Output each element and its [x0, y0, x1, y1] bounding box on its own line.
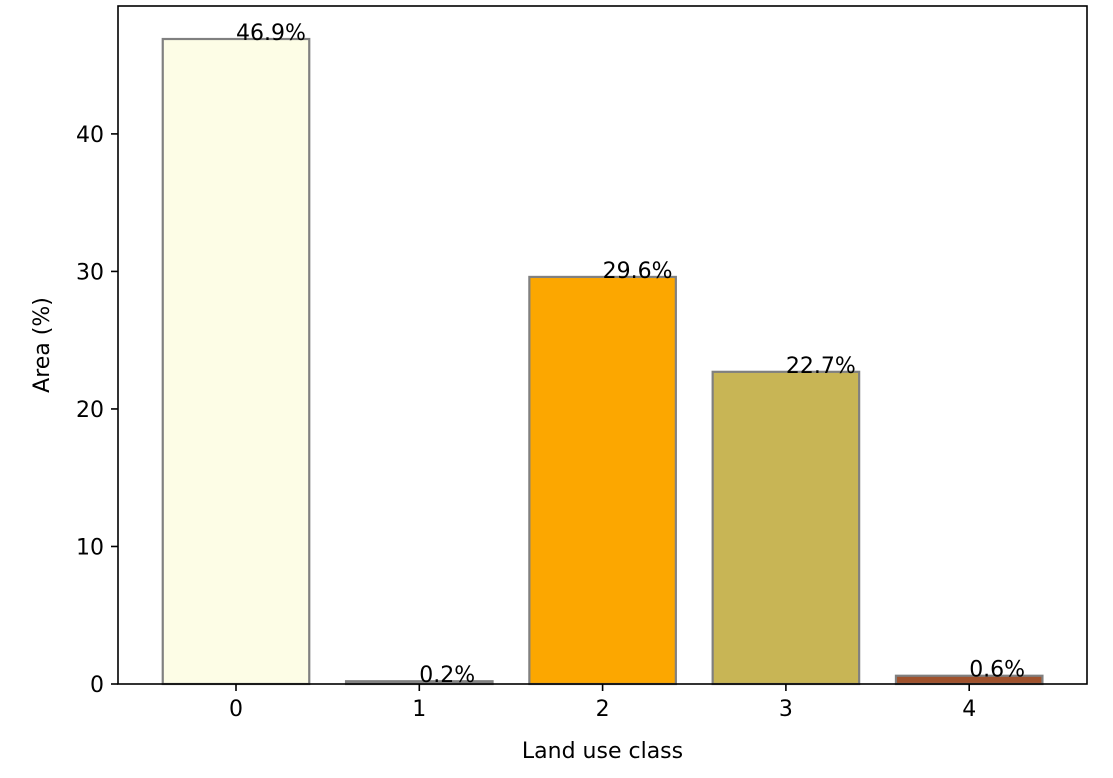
- y-tick-label: 20: [76, 398, 104, 423]
- bar-value-label: 46.9%: [236, 21, 306, 46]
- bar-value-label: 0.6%: [969, 658, 1025, 683]
- y-tick-label: 0: [90, 673, 104, 698]
- bar-labels-layer: 46.9%0.2%29.6%22.7%0.6%: [236, 21, 1025, 688]
- bars-layer: [161, 37, 1044, 686]
- bar-value-label: 22.7%: [786, 354, 856, 379]
- x-tick-label: 4: [962, 697, 976, 722]
- y-tick-label: 10: [76, 535, 104, 560]
- bar-class-3: [711, 370, 861, 686]
- x-tick-label: 1: [412, 697, 426, 722]
- x-axis: 0 1 2 3 4: [229, 684, 976, 722]
- bar-class-0: [161, 37, 311, 686]
- x-tick-label: 2: [596, 697, 610, 722]
- x-axis-title: Land use class: [522, 739, 683, 764]
- y-axis: 0 10 20 30 40: [76, 123, 118, 698]
- x-tick-label: 3: [779, 697, 793, 722]
- y-tick-label: 30: [76, 260, 104, 285]
- y-tick-label: 40: [76, 123, 104, 148]
- bar-class-2: [528, 275, 677, 686]
- bar-value-label: 29.6%: [603, 259, 673, 284]
- x-tick-label: 0: [229, 697, 243, 722]
- y-axis-title: Area (%): [30, 297, 55, 393]
